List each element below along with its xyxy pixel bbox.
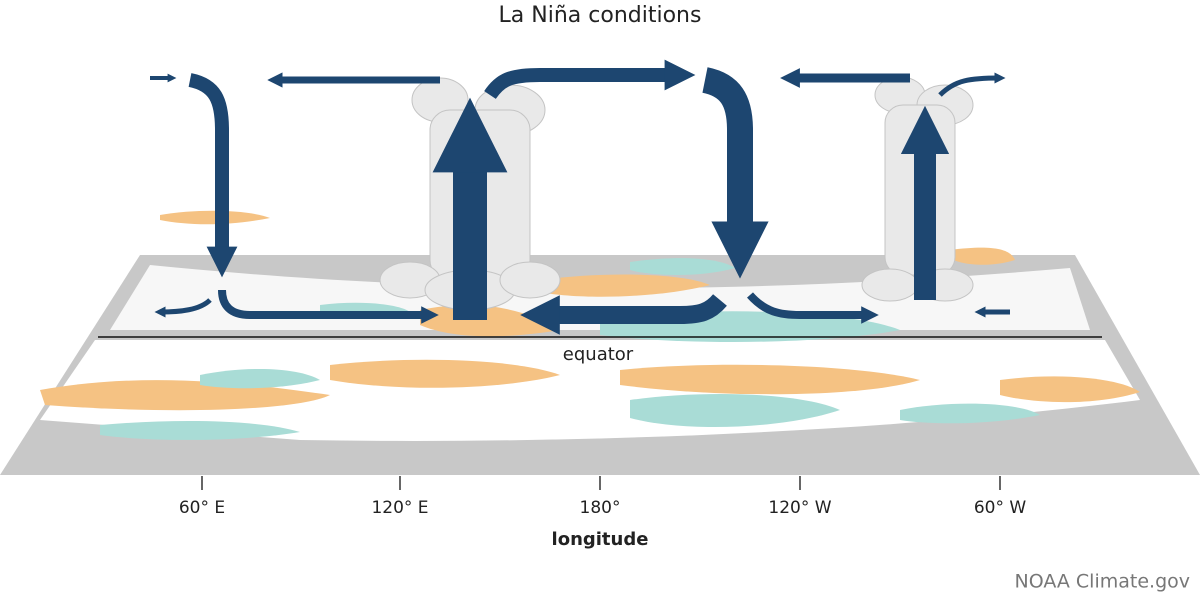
- equator-label: equator: [563, 344, 634, 365]
- axis-label: longitude: [552, 529, 649, 550]
- tick-label: 120° E: [371, 498, 428, 518]
- title: La Niña conditions: [499, 3, 702, 28]
- tick-marks: [201, 476, 1001, 490]
- tick-label: 180°: [580, 498, 621, 518]
- tick-label: 120° W: [768, 498, 831, 518]
- credit: NOAA Climate.gov: [1015, 571, 1190, 593]
- tick-label: 60° E: [179, 498, 225, 518]
- tick-labels: 60° E 120° E 180° 120° W 60° W: [179, 498, 1026, 518]
- map: [0, 210, 1200, 475]
- circulation-arrows: [150, 59, 1010, 335]
- tick-label: 60° W: [974, 498, 1027, 518]
